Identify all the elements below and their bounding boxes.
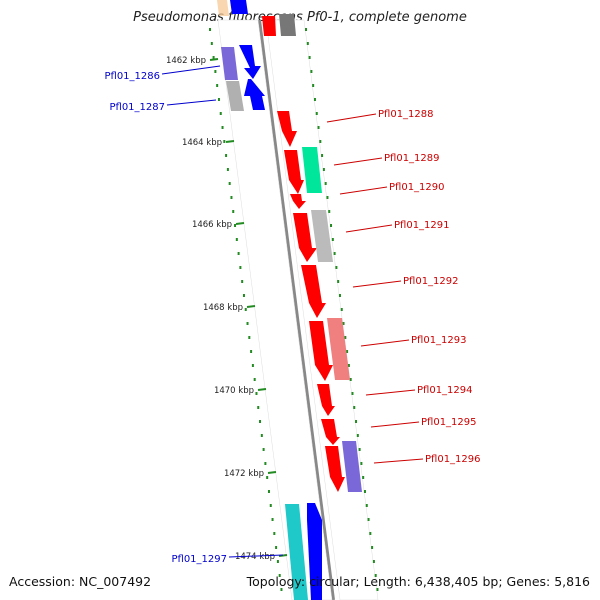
- gene-arrow-pfl01-1294: [317, 384, 335, 416]
- gene-arrow-pfl01-1297b: [307, 503, 322, 600]
- ruler-tick-label: 1470 kbp: [214, 386, 254, 396]
- leader-line: [373, 458, 424, 464]
- gene-arrow-pfl01-1289b: [302, 147, 322, 193]
- leader-line: [326, 113, 377, 123]
- gene-arrow-pfl01-1296b: [342, 441, 362, 492]
- ruler-tick-label: 1468 kbp: [203, 303, 243, 313]
- gene-label-forward[interactable]: Pfl01_1292: [403, 276, 459, 287]
- gene-arrow-pfl01-1291: [293, 213, 317, 262]
- gene-label-forward[interactable]: Pfl01_1293: [411, 335, 467, 346]
- ruler-tick: [246, 305, 256, 308]
- gene-arrow-pfl01-1296: [325, 446, 345, 492]
- map-title: Pseudomonas fluorescens Pf0-1, complete …: [133, 10, 467, 25]
- leader-line: [365, 389, 416, 396]
- ruler: 1462 kbp 1464 kbp 1466 kbp 1468 kbp 1470 kbp…: [166, 56, 288, 562]
- leader-line: [360, 339, 410, 347]
- gene-label-forward[interactable]: Pfl01_1288: [378, 109, 434, 120]
- gene-label-forward[interactable]: Pfl01_1289: [384, 153, 440, 164]
- partial-features-top: [217, 0, 296, 36]
- gene-label-forward[interactable]: Pfl01_1294: [417, 385, 473, 396]
- ruler-tick-label: 1474 kbp: [235, 552, 275, 562]
- gene-arrow-pfl01-1286a: [221, 47, 238, 80]
- leader-line: [370, 421, 420, 428]
- gene-label-reverse[interactable]: Pfl01_1297: [171, 554, 227, 565]
- leader-line: [161, 65, 221, 75]
- gene-arrow-pfl01-1287b: [244, 79, 265, 110]
- gene-label-reverse[interactable]: Pfl01_1286: [104, 71, 160, 82]
- gene-arrow-pfl01-1293b: [327, 318, 350, 380]
- ruler-tick: [267, 471, 277, 474]
- leader-line: [333, 157, 383, 166]
- gene-label-forward[interactable]: Pfl01_1291: [394, 220, 450, 231]
- gene-label-forward[interactable]: Pfl01_1290: [389, 182, 445, 193]
- ruler-tick-label: 1472 kbp: [224, 469, 264, 479]
- gene-arrow-pfl01-1292: [301, 265, 326, 318]
- gene-label-reverse[interactable]: Pfl01_1287: [109, 102, 165, 113]
- ruler-tick: [225, 140, 235, 143]
- gene-arrow-pfl01-1295: [321, 419, 340, 445]
- gene-arrow-pfl01-1297a: [285, 504, 308, 600]
- gene-arrow-pfl01-1286b: [239, 45, 261, 79]
- ruler-tick: [209, 58, 219, 61]
- genome-summary: Topology: circular; Length: 6,438,405 bp…: [246, 574, 590, 589]
- leader-line: [352, 280, 402, 288]
- gene-arrow-pfl01-1288: [277, 111, 297, 147]
- gene-label-forward[interactable]: Pfl01_1296: [425, 454, 481, 465]
- leader-line: [345, 224, 393, 233]
- gene-arrow-pfl01-1289: [284, 150, 304, 194]
- ruler-dotted-lines: [209, 28, 379, 591]
- gene-label-forward[interactable]: Pfl01_1295: [421, 417, 477, 428]
- gene-arrow-pfl01-1290: [290, 194, 306, 209]
- leader-line: [339, 186, 388, 195]
- leader-line: [228, 554, 284, 558]
- gene-arrow-pfl01-1287a: [226, 81, 244, 111]
- gene-arrow-pfl01-1291b: [311, 210, 333, 262]
- gene-labels: Pfl01_1288 Pfl01_1289 Pfl01_1290 Pfl01_1291…: [104, 65, 481, 565]
- leader-line: [166, 99, 217, 106]
- ruler-tick: [235, 222, 245, 225]
- gene-features: [221, 45, 362, 600]
- ruler-tick-label: 1466 kbp: [192, 220, 232, 230]
- ruler-tick-label: 1464 kbp: [182, 138, 222, 148]
- accession-label: Accession: NC_007492: [9, 574, 152, 589]
- ruler-tick-label: 1462 kbp: [166, 56, 206, 66]
- gene-arrow-pfl01-1293: [309, 321, 333, 381]
- backbone: [257, 19, 335, 600]
- ruler-tick: [257, 388, 267, 391]
